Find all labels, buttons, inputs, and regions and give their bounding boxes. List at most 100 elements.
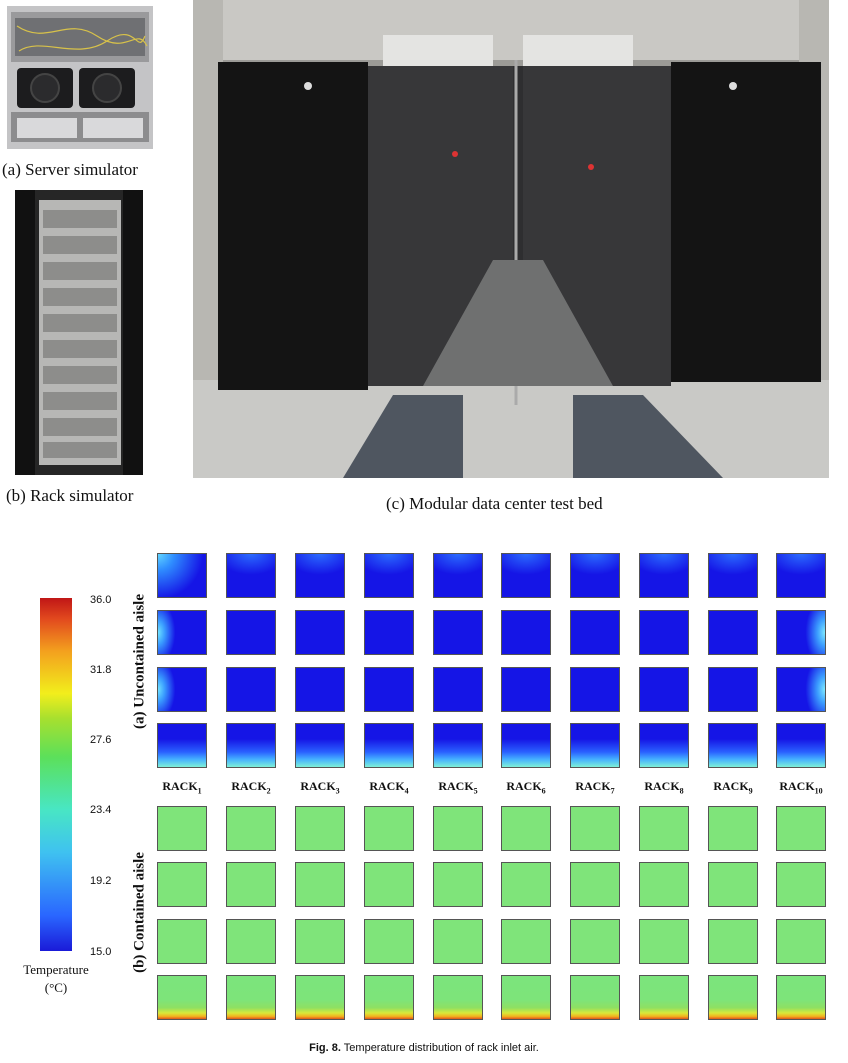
contained-heatmap-cell	[364, 919, 414, 964]
uncontained-heatmap-cell	[364, 723, 414, 768]
colorbar-tick: 27.6	[90, 734, 112, 746]
uncontained-heatmap-cell	[433, 610, 483, 655]
temperature-colorbar	[40, 598, 72, 951]
uncontained-heatmap-cell	[570, 610, 620, 655]
colorbar-tick: 31.8	[90, 664, 112, 676]
rack-label-base: RACK	[779, 779, 815, 793]
caption-modular-data-center: (c) Modular data center test bed	[386, 494, 603, 513]
contained-heatmap-cell	[226, 862, 276, 907]
rack-label: RACK8	[644, 779, 683, 795]
uncontained-heatmap-cell	[157, 553, 207, 598]
contained-heatmap-cell	[295, 862, 345, 907]
colorbar-tick: 36.0	[90, 594, 112, 606]
contained-heatmap-cell	[364, 975, 414, 1020]
uncontained-heatmap-cell	[295, 667, 345, 712]
uncontained-heatmap-cell	[157, 610, 207, 655]
contained-heatmap-cell	[570, 919, 620, 964]
rack-label-index: 1	[197, 786, 202, 796]
uncontained-heatmap-cell	[570, 723, 620, 768]
colorbar-title: Temperature	[23, 962, 89, 977]
uncontained-heatmap-cell	[433, 553, 483, 598]
uncontained-heatmap-cell	[639, 667, 689, 712]
contained-heatmap-cell	[226, 919, 276, 964]
rack-label: RACK5	[438, 779, 477, 795]
rack-label: RACK9	[713, 779, 752, 795]
uncontained-heatmap-cell	[639, 723, 689, 768]
contained-heatmap-cell	[226, 975, 276, 1020]
contained-heatmap-cell	[433, 975, 483, 1020]
contained-heatmap-cell	[501, 806, 551, 851]
uncontained-heatmap-cell	[364, 667, 414, 712]
rack-label: RACK3	[300, 779, 339, 795]
colorbar-tick: 23.4	[90, 804, 112, 816]
uncontained-heatmap-cell	[364, 610, 414, 655]
uncontained-heatmap-cell	[157, 723, 207, 768]
rack-label-index: 10	[814, 786, 823, 796]
figure-label: Fig. 8.	[309, 1042, 341, 1054]
caption-server-simulator: (a) Server simulator	[2, 160, 138, 179]
contained-heatmap-cell	[639, 919, 689, 964]
uncontained-heatmap-cell	[501, 610, 551, 655]
uncontained-heatmap-cell	[708, 723, 758, 768]
contained-heatmap-cell	[639, 862, 689, 907]
contained-heatmap-cell	[639, 806, 689, 851]
server-simulator-photo	[7, 6, 153, 149]
figure-caption: Fig. 8. Temperature distribution of rack…	[0, 1042, 848, 1054]
uncontained-heatmap-cell	[433, 667, 483, 712]
contained-aisle-label: (b) Contained aisle	[131, 852, 148, 973]
rack-label-base: RACK	[369, 779, 405, 793]
contained-heatmap-cell	[708, 862, 758, 907]
contained-heatmap-cell	[501, 919, 551, 964]
contained-heatmap-cell	[639, 975, 689, 1020]
contained-heatmap-cell	[157, 919, 207, 964]
rack-label-base: RACK	[438, 779, 474, 793]
contained-heatmap-cell	[295, 975, 345, 1020]
rack-label-index: 9	[748, 786, 753, 796]
rack-label-base: RACK	[162, 779, 198, 793]
contained-heatmap-cell	[501, 862, 551, 907]
caption-rack-simulator: (b) Rack simulator	[6, 486, 134, 505]
contained-heatmap-cell	[776, 975, 826, 1020]
contained-heatmap-cell	[295, 806, 345, 851]
contained-heatmap-cell	[295, 919, 345, 964]
rack-label: RACK7	[575, 779, 614, 795]
rack-label-base: RACK	[300, 779, 336, 793]
contained-heatmap-cell	[708, 975, 758, 1020]
rack-label-index: 3	[335, 786, 340, 796]
uncontained-heatmap-cell	[295, 610, 345, 655]
uncontained-heatmap-cell	[570, 553, 620, 598]
uncontained-heatmap-cell	[226, 667, 276, 712]
contained-heatmap-cell	[433, 806, 483, 851]
rack-label-index: 6	[541, 786, 546, 796]
contained-heatmap-cell	[570, 975, 620, 1020]
uncontained-heatmap-cell	[501, 667, 551, 712]
colorbar-unit: (°C)	[44, 980, 68, 995]
rack-label-index: 2	[266, 786, 271, 796]
uncontained-heatmap-cell	[226, 553, 276, 598]
uncontained-heatmap-cell	[226, 610, 276, 655]
contained-heatmap-cell	[433, 919, 483, 964]
modular-data-center-photo	[193, 0, 829, 478]
contained-heatmap-cell	[708, 806, 758, 851]
uncontained-heatmap-cell	[501, 723, 551, 768]
uncontained-heatmap-cell	[639, 610, 689, 655]
contained-heatmap-cell	[433, 862, 483, 907]
uncontained-heatmap-cell	[776, 723, 826, 768]
rack-label: RACK10	[779, 779, 822, 795]
contained-heatmap-cell	[157, 975, 207, 1020]
rack-label-index: 5	[473, 786, 478, 796]
uncontained-heatmap-cell	[776, 610, 826, 655]
uncontained-heatmap-cell	[570, 667, 620, 712]
contained-heatmap-cell	[157, 862, 207, 907]
uncontained-heatmap-cell	[501, 553, 551, 598]
contained-heatmap-cell	[570, 862, 620, 907]
uncontained-heatmap-cell	[157, 667, 207, 712]
uncontained-heatmap-cell	[776, 667, 826, 712]
rack-label-base: RACK	[506, 779, 542, 793]
contained-heatmap-cell	[364, 862, 414, 907]
rack-label-base: RACK	[644, 779, 680, 793]
rack-label-base: RACK	[231, 779, 267, 793]
figure-text: Temperature distribution of rack inlet a…	[340, 1042, 539, 1054]
contained-heatmap-cell	[364, 806, 414, 851]
contained-heatmap-cell	[776, 862, 826, 907]
